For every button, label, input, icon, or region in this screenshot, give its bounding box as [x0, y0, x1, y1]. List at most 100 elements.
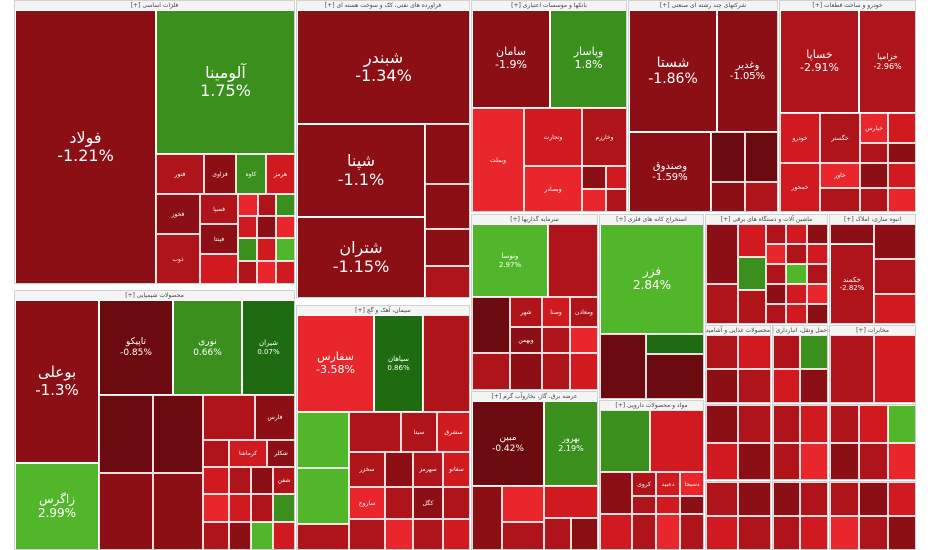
- mini-tile[interactable]: [229, 522, 251, 549]
- mini-tile[interactable]: [807, 244, 827, 264]
- sector-electric-supply[interactable]: عرضه برق، گاز، بخاروآب گرم [+] مبین -0.4…: [471, 391, 598, 550]
- mini-tile[interactable]: [800, 443, 827, 479]
- mini-tile[interactable]: [542, 327, 570, 353]
- mini-tile[interactable]: [656, 514, 680, 549]
- mini-tile[interactable]: [297, 412, 349, 468]
- mini-tile[interactable]: [349, 519, 385, 549]
- mini-tile[interactable]: [860, 143, 888, 163]
- mini-tile[interactable]: [773, 369, 800, 402]
- mini-tile[interactable]: وبصادر: [524, 166, 582, 211]
- mini-tile[interactable]: [276, 194, 294, 216]
- sector-banks[interactable]: بانکها و موسسات اعتباری [+] سامان -1.9% …: [471, 0, 627, 212]
- mini-tile[interactable]: کروی: [632, 472, 656, 496]
- mini-tile[interactable]: [542, 353, 570, 389]
- mini-tile[interactable]: وتجارت: [524, 108, 582, 166]
- mini-tile[interactable]: [99, 473, 153, 549]
- sector-header[interactable]: شرکتهای چند رشته ای صنعتی [+]: [629, 1, 777, 10]
- sector-header[interactable]: مخابرات [+]: [830, 326, 915, 335]
- mini-tile[interactable]: [888, 405, 915, 443]
- sector-auto[interactable]: خودرو و ساخت قطعات [+] خساپا -2.91% خزام…: [779, 0, 916, 212]
- sector-electrical[interactable]: ماشین آلات و دستگاه های برقی [+]: [705, 214, 828, 324]
- mini-tile[interactable]: [745, 182, 777, 211]
- mini-tile[interactable]: سشرق: [437, 412, 469, 452]
- mini-tile[interactable]: [153, 473, 203, 549]
- mini-tile[interactable]: [807, 224, 827, 244]
- mini-tile[interactable]: [738, 257, 766, 290]
- sector-header[interactable]: فلزات اساسی [+]: [15, 1, 294, 10]
- mini-tile[interactable]: [472, 353, 510, 389]
- tile-vetoosa[interactable]: ونوسا 2.97%: [472, 224, 548, 297]
- mini-tile[interactable]: [800, 516, 827, 549]
- sector-header[interactable]: خودرو و ساخت قطعات [+]: [780, 1, 915, 10]
- mini-tile[interactable]: [859, 516, 888, 549]
- tile-sefars[interactable]: سفارس -3.58%: [297, 315, 374, 412]
- mini-tile[interactable]: سخزر: [349, 452, 385, 487]
- mini-tile[interactable]: [738, 482, 770, 516]
- mini-tile[interactable]: [745, 132, 777, 182]
- sector-header[interactable]: بانکها و موسسات اعتباری [+]: [472, 1, 626, 10]
- mini-tile[interactable]: [786, 224, 807, 244]
- sector-chemical[interactable]: محصولات شیمیایی [+] بوعلی -1.3% زاگرس 2.…: [14, 290, 295, 550]
- mini-tile[interactable]: [738, 335, 770, 369]
- sector-oil-gas[interactable]: حمل ونقل، انبارداری [+]: [772, 325, 828, 403]
- mini-tile[interactable]: [773, 482, 800, 516]
- mini-tile[interactable]: [425, 266, 469, 297]
- mini-tile[interactable]: [773, 335, 800, 369]
- tile-tapico[interactable]: تاپیکو -0.85%: [99, 300, 173, 395]
- tile-shapna[interactable]: شپنا -1.1%: [297, 124, 425, 217]
- mini-tile[interactable]: [203, 395, 255, 440]
- mini-tile[interactable]: [859, 405, 888, 443]
- tile-pooali[interactable]: بوعلی -1.3%: [15, 300, 99, 463]
- mini-tile[interactable]: [860, 163, 888, 188]
- mini-tile[interactable]: وخارزم: [582, 108, 626, 166]
- mini-tile[interactable]: [859, 443, 888, 479]
- mini-tile[interactable]: [600, 334, 646, 398]
- mini-tile[interactable]: [443, 519, 469, 549]
- mini-tile[interactable]: [807, 264, 827, 284]
- mini-tile[interactable]: [874, 224, 915, 259]
- mini-tile[interactable]: [238, 238, 257, 261]
- mini-tile[interactable]: [600, 410, 650, 472]
- sector-header[interactable]: سیمان، آهک و گچ [+]: [297, 306, 469, 315]
- mini-tile[interactable]: [153, 395, 203, 473]
- mini-tile[interactable]: [830, 335, 874, 402]
- mini-tile[interactable]: [571, 518, 597, 549]
- mini-tile[interactable]: خودرو: [780, 113, 820, 163]
- mini-tile[interactable]: خمحور: [780, 163, 820, 211]
- mini-tile[interactable]: وبهمن: [510, 327, 542, 353]
- mini-tile[interactable]: فخوز: [156, 194, 200, 234]
- mini-tile[interactable]: شهر: [510, 297, 542, 327]
- mini-tile[interactable]: [99, 395, 153, 473]
- mini-tile[interactable]: [830, 516, 859, 549]
- tile-shetran[interactable]: شتران -1.15%: [297, 217, 425, 297]
- mini-tile[interactable]: [766, 264, 786, 284]
- mini-tile[interactable]: [570, 353, 597, 389]
- sector-header[interactable]: ماشین آلات و دستگاه های برقی [+]: [706, 215, 827, 224]
- mini-tile[interactable]: [738, 290, 766, 323]
- mini-tile[interactable]: [425, 184, 469, 229]
- sector-small-e[interactable]: [772, 481, 828, 550]
- tile-khazamia[interactable]: خزامیا -2.96%: [859, 10, 915, 113]
- mini-tile[interactable]: [251, 494, 273, 522]
- mini-tile[interactable]: شکلر: [267, 440, 294, 467]
- tile-mabin[interactable]: مبین -0.42%: [472, 401, 544, 486]
- mini-tile[interactable]: [766, 224, 786, 244]
- mini-tile[interactable]: [874, 294, 915, 323]
- sector-metals[interactable]: فلزات اساسی [+] فولاد -1.21% آلومینا 1.7…: [14, 0, 295, 284]
- mini-tile[interactable]: [706, 516, 738, 549]
- mini-tile[interactable]: [385, 452, 413, 487]
- mini-tile[interactable]: [800, 369, 827, 402]
- mini-tile[interactable]: [200, 254, 238, 283]
- mini-tile[interactable]: [800, 335, 827, 369]
- mini-tile[interactable]: [706, 443, 738, 479]
- mini-tile[interactable]: خگستر: [820, 113, 860, 163]
- mini-tile[interactable]: [297, 524, 349, 549]
- tile-folamina[interactable]: آلومینا 1.75%: [156, 10, 294, 154]
- mini-tile[interactable]: [738, 224, 766, 257]
- mini-tile[interactable]: خپارس: [860, 113, 888, 143]
- sector-header[interactable]: مواد و محصولات دارویی [+]: [600, 401, 703, 410]
- sector-small-a[interactable]: [705, 404, 771, 480]
- mini-tile[interactable]: [706, 369, 738, 402]
- tile-vaghadir[interactable]: وغدیر -1.05%: [717, 10, 777, 132]
- mini-tile[interactable]: [606, 166, 626, 189]
